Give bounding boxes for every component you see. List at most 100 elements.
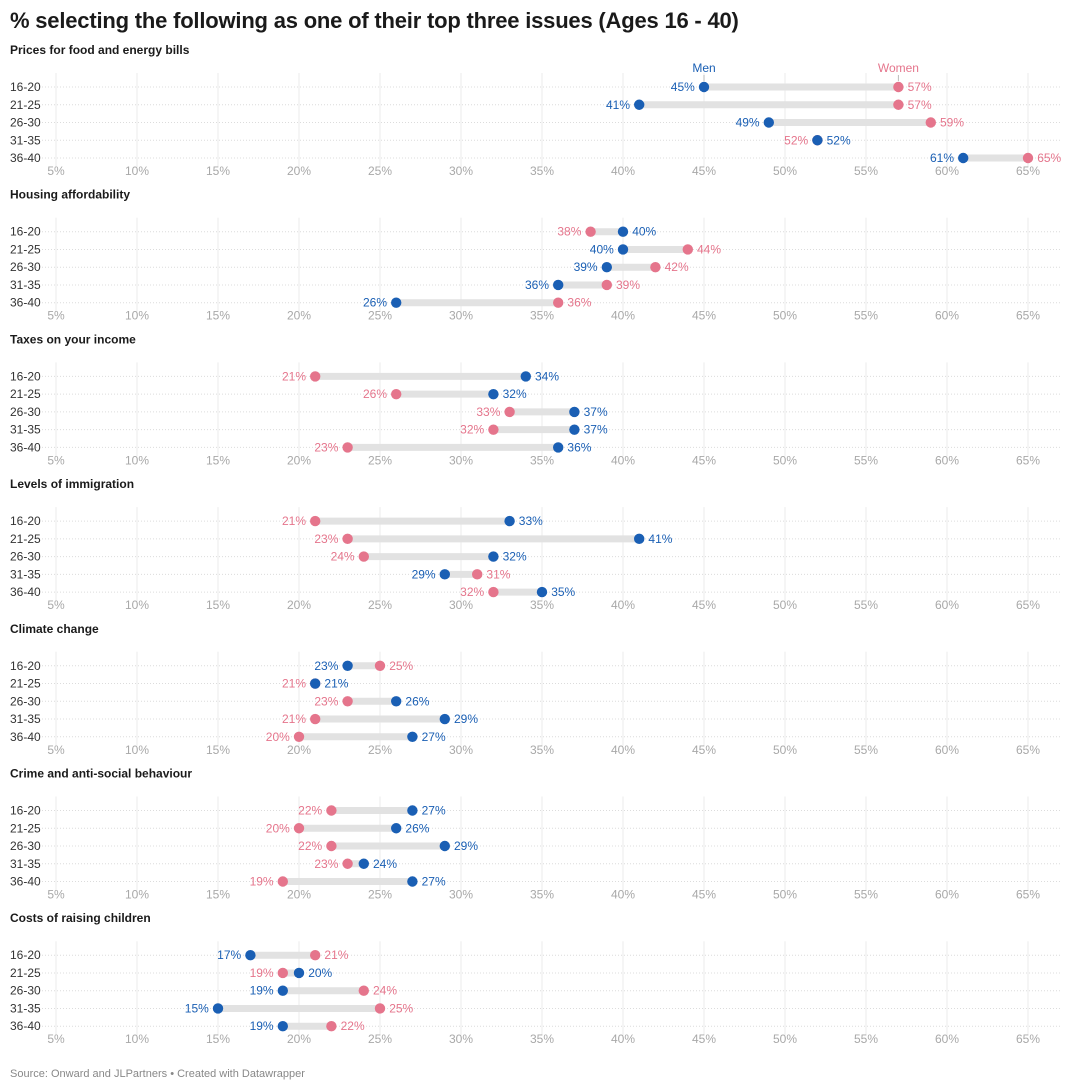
x-tick-label: 50%	[773, 598, 797, 612]
x-tick-label: 35%	[530, 309, 554, 323]
women-dot	[893, 81, 904, 93]
row-label: 36-40	[10, 730, 41, 744]
x-tick-label: 30%	[449, 453, 473, 467]
men-value-label: 21%	[324, 677, 348, 691]
women-value-label: 26%	[363, 387, 387, 401]
x-tick-label: 30%	[449, 309, 473, 323]
women-dot	[893, 99, 904, 110]
x-tick-label: 15%	[206, 743, 230, 757]
men-dot	[553, 279, 564, 291]
x-tick-label: 5%	[47, 164, 65, 178]
legend-men: Men	[692, 61, 715, 75]
women-value-label: 19%	[250, 875, 274, 889]
women-dot	[682, 244, 693, 255]
x-tick-label: 5%	[47, 1032, 65, 1046]
x-tick-label: 50%	[773, 1032, 797, 1046]
x-tick-label: 45%	[692, 453, 716, 467]
women-value-label: 22%	[341, 1019, 365, 1033]
men-value-label: 24%	[373, 857, 397, 871]
men-dot	[391, 297, 402, 308]
x-tick-label: 55%	[854, 743, 878, 757]
men-value-label: 39%	[574, 260, 598, 274]
x-tick-label: 30%	[449, 598, 473, 612]
men-dot	[617, 244, 629, 255]
x-tick-label: 55%	[854, 1032, 878, 1046]
row-label: 36-40	[10, 440, 41, 454]
x-tick-label: 20%	[287, 453, 311, 467]
x-tick-label: 65%	[1016, 743, 1040, 757]
women-value-label: 21%	[282, 677, 306, 691]
men-value-label: 26%	[363, 296, 387, 310]
x-tick-label: 50%	[773, 309, 797, 323]
women-dot	[585, 226, 596, 237]
x-tick-label: 35%	[530, 453, 554, 467]
x-tick-label: 5%	[47, 743, 65, 757]
men-dot	[212, 1003, 224, 1014]
x-tick-label: 35%	[530, 598, 554, 612]
women-value-label: 24%	[331, 550, 355, 564]
row-label: 16-20	[10, 514, 41, 528]
men-dot	[553, 442, 564, 453]
panel-title: Prices for food and energy bills	[10, 43, 190, 57]
women-value-label: 23%	[314, 440, 338, 454]
men-value-label: 52%	[827, 133, 851, 147]
men-dot	[407, 805, 418, 816]
x-tick-label: 10%	[125, 743, 149, 757]
x-tick-label: 45%	[692, 888, 716, 902]
men-dot	[601, 262, 612, 273]
x-tick-label: 50%	[773, 888, 797, 902]
men-value-label: 36%	[525, 278, 549, 292]
women-value-label: 38%	[557, 225, 581, 239]
women-value-label: 25%	[389, 1001, 413, 1015]
men-dot	[698, 81, 710, 93]
women-dot	[553, 297, 564, 308]
x-tick-label: 40%	[611, 309, 635, 323]
men-value-label: 45%	[671, 80, 695, 94]
x-tick-label: 10%	[125, 598, 149, 612]
men-value-label: 27%	[422, 730, 446, 744]
row-label: 26-30	[10, 550, 41, 564]
x-tick-label: 50%	[773, 743, 797, 757]
women-dot	[310, 950, 321, 961]
men-value-label: 36%	[567, 440, 591, 454]
row-label: 31-35	[10, 712, 41, 726]
x-tick-label: 20%	[287, 743, 311, 757]
row-label: 31-35	[10, 1001, 41, 1015]
women-dot	[358, 985, 369, 996]
men-value-label: 27%	[422, 875, 446, 889]
row-label: 16-20	[10, 659, 41, 673]
x-tick-label: 40%	[611, 1032, 635, 1046]
women-dot	[1022, 152, 1034, 164]
men-value-label: 17%	[217, 948, 241, 962]
men-value-label: 29%	[454, 712, 478, 726]
men-dot	[634, 99, 645, 110]
x-tick-label: 5%	[47, 888, 65, 902]
women-dot	[342, 533, 353, 545]
panel-title: Taxes on your income	[10, 332, 136, 346]
x-tick-label: 65%	[1016, 888, 1040, 902]
x-tick-label: 25%	[368, 743, 392, 757]
men-value-label: 26%	[405, 821, 429, 835]
x-tick-label: 30%	[449, 1032, 473, 1046]
legend-women: Women	[878, 61, 919, 75]
men-dot	[439, 840, 450, 852]
men-value-label: 40%	[632, 225, 656, 239]
x-tick-label: 55%	[854, 453, 878, 467]
row-label: 26-30	[10, 405, 41, 419]
men-dot	[488, 551, 499, 562]
men-dot	[569, 424, 580, 435]
row-label: 31-35	[10, 133, 41, 147]
women-value-label: 25%	[389, 659, 413, 673]
row-label: 26-30	[10, 984, 41, 998]
women-dot	[374, 1003, 386, 1014]
men-value-label: 34%	[535, 369, 559, 383]
chart-title: % selecting the following as one of thei…	[10, 8, 739, 33]
x-tick-label: 60%	[935, 453, 959, 467]
women-dot	[342, 858, 353, 869]
x-tick-label: 20%	[287, 888, 311, 902]
women-value-label: 52%	[784, 133, 808, 147]
x-tick-label: 45%	[692, 598, 716, 612]
x-tick-label: 40%	[611, 888, 635, 902]
women-dot	[601, 279, 612, 291]
women-value-label: 22%	[298, 804, 322, 818]
